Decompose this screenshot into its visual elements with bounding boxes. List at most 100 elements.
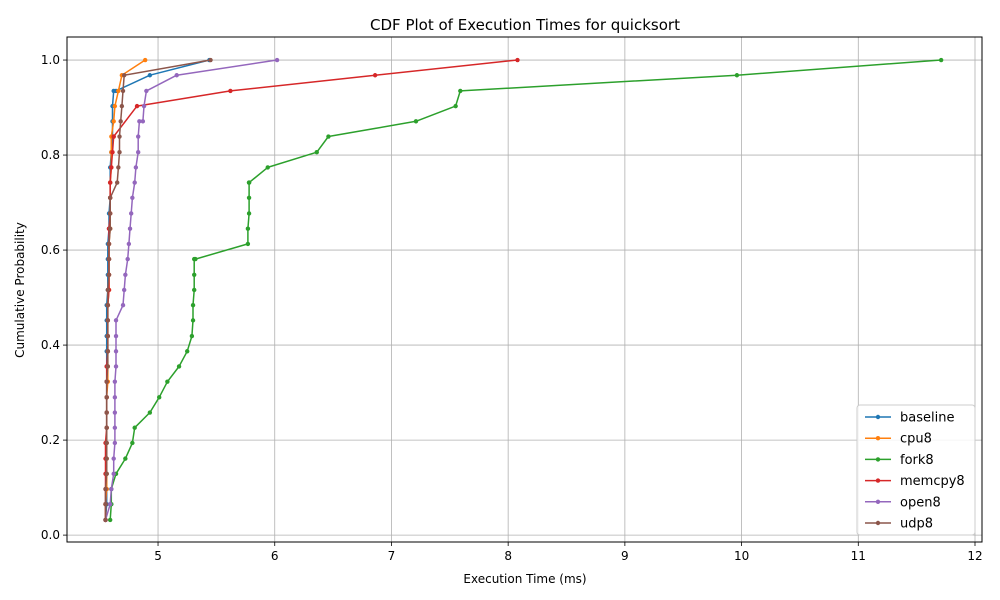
data-point-fork8 bbox=[326, 134, 331, 139]
x-tick-label: 8 bbox=[504, 549, 512, 563]
data-point-open8 bbox=[113, 318, 119, 323]
data-point-open8 bbox=[130, 195, 135, 201]
legend-item-open8: open8 bbox=[865, 495, 941, 510]
data-point-fork8 bbox=[314, 150, 319, 155]
legend-marker-swatch bbox=[875, 478, 881, 483]
data-point-fork8 bbox=[246, 211, 252, 216]
data-point-udp8 bbox=[104, 379, 109, 384]
data-point-open8 bbox=[174, 73, 179, 78]
data-point-open8 bbox=[112, 425, 118, 430]
data-point-open8 bbox=[111, 456, 116, 461]
data-point-memcpy8 bbox=[109, 165, 114, 170]
data-point-udp8 bbox=[104, 471, 109, 477]
data-point-fork8 bbox=[157, 395, 162, 400]
data-point-open8 bbox=[141, 103, 147, 109]
legend-item-udp8: udp8 bbox=[865, 517, 933, 532]
data-point-open8 bbox=[128, 211, 134, 216]
y-tick-label: 0.4 bbox=[41, 338, 60, 352]
data-point-memcpy8 bbox=[111, 134, 116, 139]
data-point-udp8 bbox=[121, 73, 127, 78]
data-point-udp8 bbox=[104, 425, 109, 430]
data-point-udp8 bbox=[117, 150, 122, 155]
data-point-fork8 bbox=[132, 425, 137, 430]
data-point-memcpy8 bbox=[134, 103, 140, 109]
data-point-fork8 bbox=[192, 272, 197, 277]
data-point-fork8 bbox=[176, 364, 182, 369]
data-point-open8 bbox=[107, 502, 113, 507]
data-point-fork8 bbox=[734, 73, 740, 78]
data-point-baseline bbox=[147, 73, 153, 78]
data-point-udp8 bbox=[104, 440, 109, 446]
data-point-cpu8 bbox=[116, 88, 121, 94]
data-point-fork8 bbox=[245, 226, 251, 231]
legend-item-memcpy8: memcpy8 bbox=[865, 474, 965, 489]
data-point-cpu8 bbox=[111, 119, 116, 124]
data-point-memcpy8 bbox=[228, 88, 233, 94]
x-tick-label: 10 bbox=[734, 549, 749, 563]
data-point-open8 bbox=[125, 256, 130, 262]
data-point-open8 bbox=[113, 349, 119, 354]
data-point-open8 bbox=[123, 272, 128, 277]
data-point-fork8 bbox=[107, 517, 113, 523]
data-point-fork8 bbox=[245, 241, 251, 247]
data-point-udp8 bbox=[114, 180, 120, 185]
y-axis-ticks: 0.0 0.2 0.4 0.6 0.8 1.0 bbox=[41, 53, 67, 542]
legend-item-cpu8: cpu8 bbox=[865, 432, 932, 447]
data-point-open8 bbox=[121, 287, 127, 293]
data-point-udp8 bbox=[119, 103, 125, 109]
data-point-udp8 bbox=[104, 410, 109, 415]
data-point-udp8 bbox=[208, 57, 213, 63]
series-open8 bbox=[103, 57, 280, 523]
data-point-open8 bbox=[113, 333, 119, 339]
data-point-open8 bbox=[135, 150, 141, 155]
data-point-udp8 bbox=[107, 211, 113, 216]
data-point-udp8 bbox=[105, 364, 111, 369]
data-point-open8 bbox=[112, 440, 118, 446]
data-point-open8 bbox=[112, 395, 118, 400]
data-point-fork8 bbox=[189, 333, 195, 339]
data-point-open8 bbox=[126, 241, 132, 247]
data-point-fork8 bbox=[453, 103, 458, 109]
series-fork8 bbox=[107, 57, 944, 523]
data-point-open8 bbox=[113, 364, 119, 369]
x-axis-label: Execution Time (ms) bbox=[463, 572, 586, 586]
legend-label: cpu8 bbox=[900, 432, 932, 447]
data-point-udp8 bbox=[106, 256, 112, 262]
data-point-fork8 bbox=[265, 165, 270, 170]
data-point-udp8 bbox=[107, 226, 113, 231]
data-point-udp8 bbox=[105, 287, 111, 293]
data-point-udp8 bbox=[117, 134, 122, 139]
data-point-fork8 bbox=[165, 379, 170, 384]
data-point-fork8 bbox=[147, 410, 153, 415]
legend-label: memcpy8 bbox=[900, 474, 965, 489]
legend-item-baseline: baseline bbox=[865, 411, 954, 426]
data-point-fork8 bbox=[193, 256, 198, 262]
legend-label: udp8 bbox=[900, 517, 933, 532]
data-point-udp8 bbox=[103, 517, 108, 523]
data-point-udp8 bbox=[105, 333, 111, 339]
data-point-udp8 bbox=[106, 272, 112, 277]
data-point-open8 bbox=[133, 165, 139, 170]
y-tick-label: 0.0 bbox=[41, 528, 60, 542]
data-point-memcpy8 bbox=[107, 180, 113, 185]
data-point-memcpy8 bbox=[372, 73, 378, 78]
data-point-cpu8 bbox=[112, 103, 118, 109]
x-tick-label: 9 bbox=[621, 549, 629, 563]
data-point-open8 bbox=[135, 134, 141, 139]
x-tick-label: 12 bbox=[967, 549, 982, 563]
data-point-fork8 bbox=[130, 440, 135, 446]
data-point-fork8 bbox=[458, 88, 463, 94]
data-point-udp8 bbox=[106, 241, 112, 247]
legend-item-fork8: fork8 bbox=[865, 453, 934, 468]
data-point-open8 bbox=[127, 226, 133, 231]
data-point-fork8 bbox=[190, 302, 196, 308]
data-point-udp8 bbox=[104, 395, 109, 400]
legend-marker-swatch bbox=[875, 414, 881, 420]
data-point-open8 bbox=[109, 486, 114, 492]
data-point-fork8 bbox=[413, 119, 419, 124]
data-point-open8 bbox=[120, 302, 126, 308]
data-point-udp8 bbox=[105, 318, 111, 323]
legend-marker-swatch bbox=[875, 520, 881, 526]
data-point-fork8 bbox=[190, 318, 196, 323]
